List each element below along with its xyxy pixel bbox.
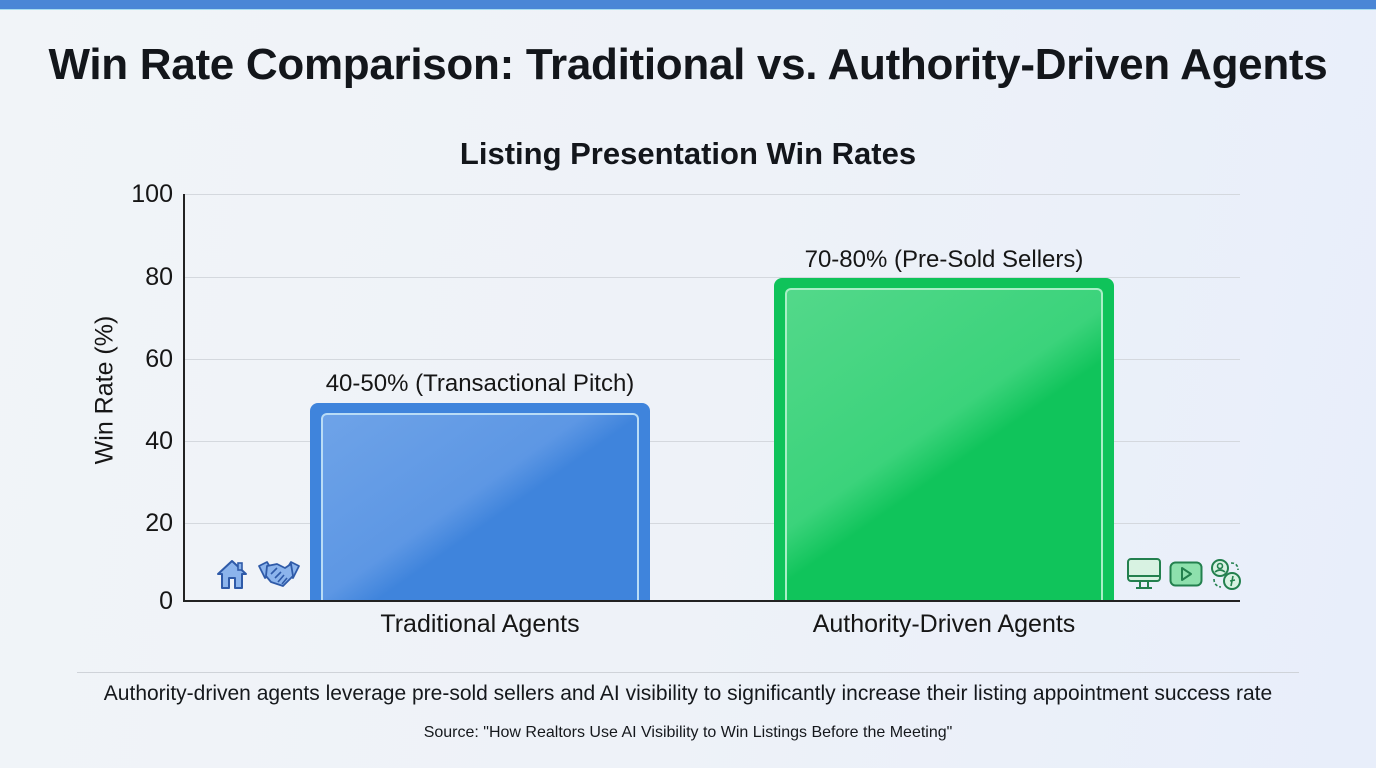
source-citation: Source: "How Realtors Use AI Visibility … — [423, 724, 953, 741]
plot-area — [183, 194, 1240, 601]
gridline-80 — [183, 277, 1240, 278]
bar-label-traditional: 40-50% (Transactional Pitch) — [325, 370, 635, 397]
ytick-40: 40 — [145, 427, 173, 455]
top-accent-bar — [0, 0, 1376, 10]
bar-authority-driven-agents — [774, 278, 1114, 601]
bar-highlight — [785, 288, 1103, 601]
bar-label-authority: 70-80% (Pre-Sold Sellers) — [804, 246, 1084, 273]
gridline-20 — [183, 523, 1240, 524]
page-title: Win Rate Comparison: Traditional vs. Aut… — [48, 40, 1328, 89]
x-axis — [183, 600, 1240, 602]
chart-caption: Authority-driven agents leverage pre-sol… — [103, 682, 1273, 705]
gridline-60 — [183, 359, 1240, 360]
ytick-100: 100 — [131, 180, 173, 208]
user-connection-icon — [1211, 559, 1241, 590]
gridline-100 — [183, 194, 1240, 195]
ytick-20: 20 — [145, 509, 173, 537]
xtick-authority: Authority-Driven Agents — [812, 610, 1076, 638]
bar-highlight — [321, 413, 639, 601]
y-axis-label: Win Rate (%) — [90, 315, 119, 465]
footer-divider — [77, 672, 1299, 673]
gridline-40 — [183, 441, 1240, 442]
handshake-icon — [258, 561, 300, 587]
ytick-60: 60 — [145, 345, 173, 373]
bar-traditional-agents — [310, 403, 650, 601]
chart-title: Listing Presentation Win Rates — [459, 136, 917, 171]
ytick-0: 0 — [159, 587, 173, 615]
video-play-icon — [1169, 561, 1203, 587]
y-axis — [183, 194, 185, 602]
ytick-80: 80 — [145, 263, 173, 291]
xtick-traditional: Traditional Agents — [380, 610, 580, 638]
monitor-icon — [1127, 558, 1161, 589]
house-icon — [217, 560, 247, 589]
